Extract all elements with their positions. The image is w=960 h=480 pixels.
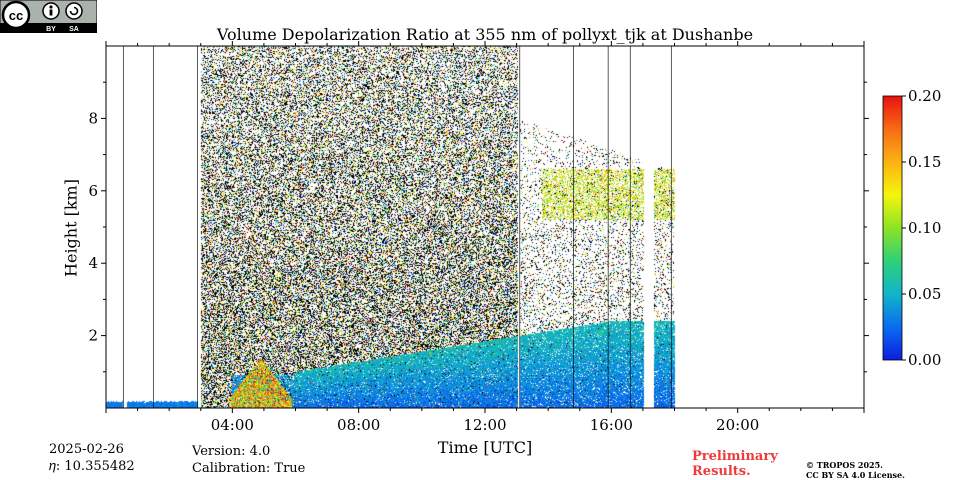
- chart-title: Volume Depolarization Ratio at 355 nm of…: [216, 25, 754, 44]
- by-label: BY: [46, 26, 56, 33]
- y-tick-label: 4: [88, 254, 98, 272]
- y-axis-label: Height [km]: [61, 179, 81, 277]
- heatmap-image: [106, 46, 864, 408]
- colorbar-tick-label: 0.10: [908, 219, 941, 237]
- cc-by-sa-icon: cc BY SA: [0, 0, 97, 33]
- colorbar-tick-label: 0.05: [908, 285, 941, 303]
- x-axis-label: Time [UTC]: [437, 438, 533, 457]
- calibration-text: Calibration: True: [192, 461, 306, 476]
- colorbar-bar: [882, 95, 903, 361]
- version-block: Version: 4.0 Calibration: True: [192, 443, 305, 477]
- date-eta-block: 2025-02-26 𝜂: 10.355482: [49, 441, 135, 475]
- version-text: Version: 4.0: [192, 444, 271, 459]
- copyright-line2: CC BY SA 4.0 License.: [806, 470, 905, 480]
- y-tick-label: 2: [88, 327, 98, 345]
- x-tick-label: 20:00: [716, 416, 759, 434]
- copyright-line1: © TROPOS 2025.: [806, 460, 883, 470]
- colorbar: 0.00 0.05 0.10 0.15 0.20: [882, 87, 941, 369]
- colorbar-tick-label: 0.00: [908, 351, 941, 369]
- preliminary-line1: Preliminary: [692, 449, 778, 464]
- eta-text: 𝜂: 10.355482: [49, 459, 135, 474]
- colorbar-tick-label: 0.15: [908, 153, 941, 171]
- cc-label: cc: [9, 8, 23, 23]
- copyright-notice: © TROPOS 2025. CC BY SA 4.0 License.: [806, 460, 905, 480]
- sa-label: SA: [69, 26, 79, 33]
- y-tick-label: 8: [88, 109, 98, 127]
- x-tick-label: 08:00: [337, 416, 380, 434]
- preliminary-line2: Results.: [692, 464, 751, 479]
- colorbar-tick-label: 0.20: [908, 87, 941, 105]
- x-tick-label: 16:00: [590, 416, 633, 434]
- x-tick-label: 12:00: [463, 416, 506, 434]
- y-tick-label: 6: [88, 182, 98, 200]
- date-text: 2025-02-26: [49, 442, 124, 457]
- x-tick-label: 04:00: [211, 416, 254, 434]
- preliminary-notice: Preliminary Results.: [692, 449, 778, 479]
- heatmap-layer: [106, 46, 864, 408]
- axes-layer: 04:00 08:00 12:00 16:00 20:00 2 4 6 8: [88, 41, 869, 434]
